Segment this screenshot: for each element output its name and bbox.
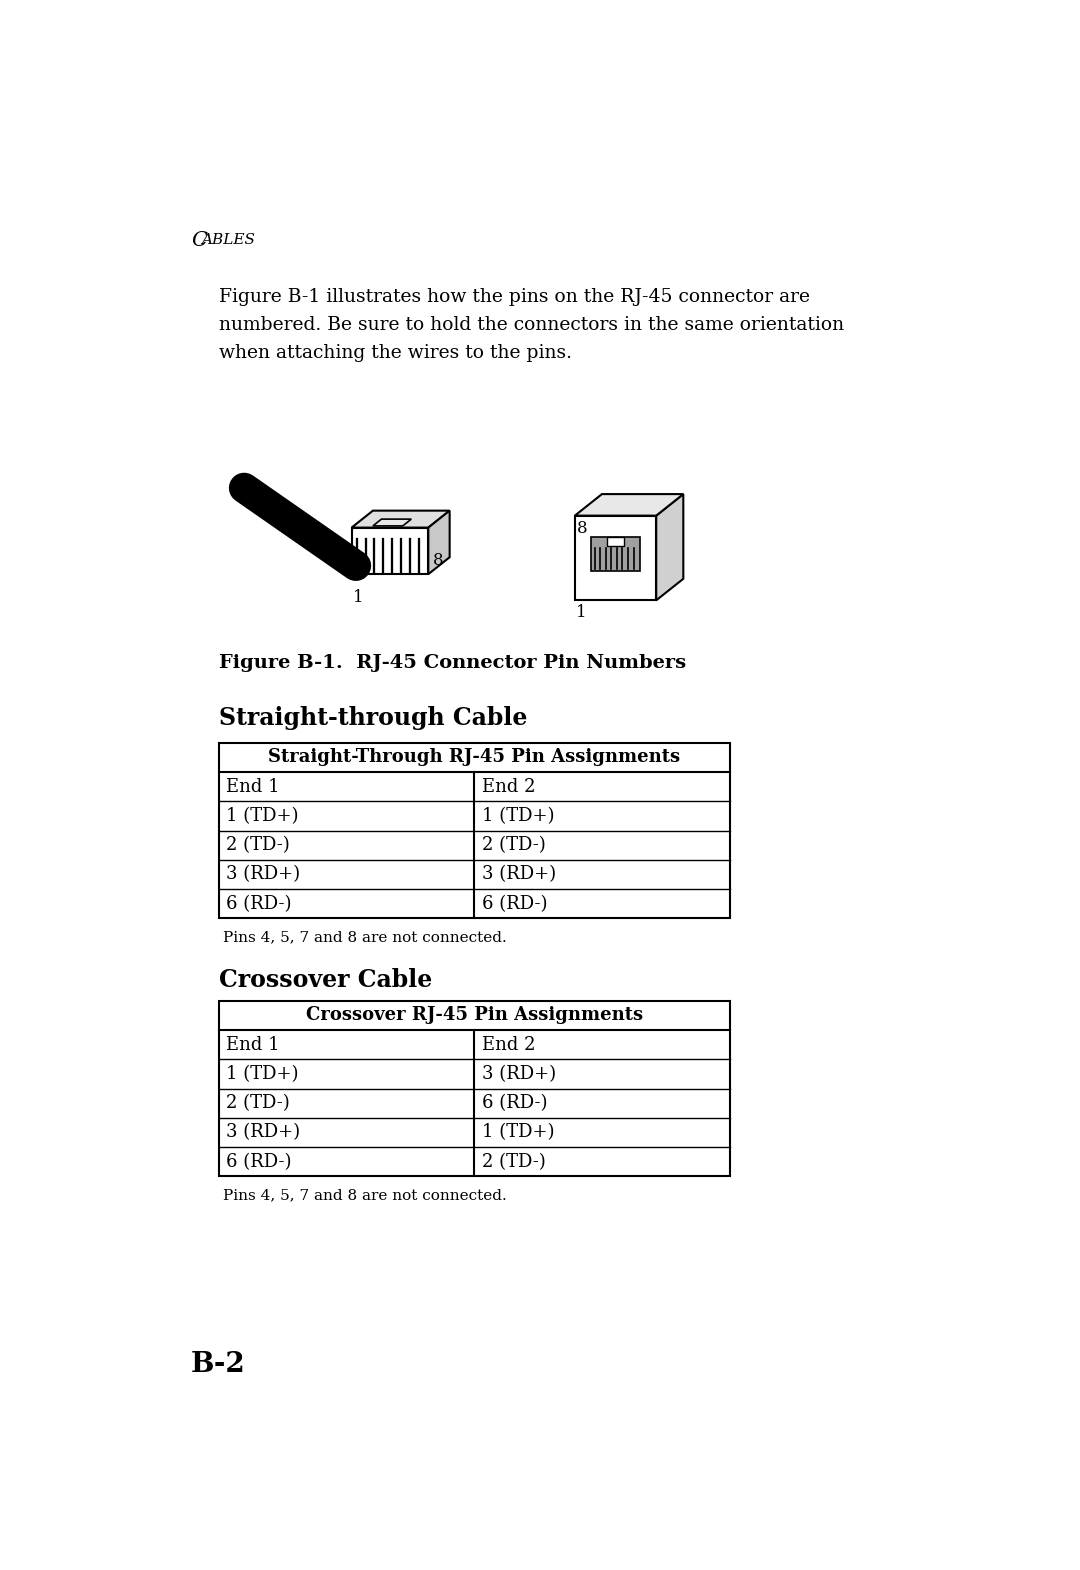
Text: Crossover RJ-45 Pin Assignments: Crossover RJ-45 Pin Assignments (306, 1006, 643, 1024)
Text: 3 (RD+): 3 (RD+) (227, 1124, 300, 1141)
Text: 2 (TD-): 2 (TD-) (482, 1152, 546, 1171)
Text: End 1: End 1 (227, 1036, 280, 1053)
Text: Figure B-1 illustrates how the pins on the RJ-45 connector are
numbered. Be sure: Figure B-1 illustrates how the pins on t… (218, 289, 843, 363)
Text: Crossover Cable: Crossover Cable (218, 969, 432, 992)
Text: 6 (RD-): 6 (RD-) (227, 895, 292, 912)
Polygon shape (352, 510, 449, 528)
Text: End 2: End 2 (482, 1036, 536, 1053)
Polygon shape (373, 520, 411, 526)
Text: Figure B-1.  RJ-45 Connector Pin Numbers: Figure B-1. RJ-45 Connector Pin Numbers (218, 655, 686, 672)
Bar (607, 537, 624, 546)
Polygon shape (657, 495, 684, 600)
Text: 8: 8 (577, 520, 588, 537)
Text: 1: 1 (353, 589, 364, 606)
Bar (218, 743, 730, 918)
Text: 6 (RD-): 6 (RD-) (227, 1152, 292, 1171)
Polygon shape (352, 528, 429, 575)
Text: 3 (RD+): 3 (RD+) (482, 865, 556, 884)
Text: ABLES: ABLES (202, 232, 256, 246)
Bar (592, 537, 639, 571)
Text: End 2: End 2 (482, 777, 536, 796)
Text: 1 (TD+): 1 (TD+) (482, 1124, 555, 1141)
Text: Straight-through Cable: Straight-through Cable (218, 706, 527, 730)
Text: 3 (RD+): 3 (RD+) (227, 865, 300, 884)
Text: 1: 1 (577, 604, 588, 622)
Text: Straight-Through RJ-45 Pin Assignments: Straight-Through RJ-45 Pin Assignments (269, 749, 680, 766)
Text: Pins 4, 5, 7 and 8 are not connected.: Pins 4, 5, 7 and 8 are not connected. (222, 1188, 507, 1203)
Text: 1 (TD+): 1 (TD+) (227, 807, 299, 824)
Polygon shape (575, 495, 684, 515)
Text: B-2: B-2 (191, 1352, 245, 1378)
Text: 2 (TD-): 2 (TD-) (227, 1094, 291, 1112)
Text: 3 (RD+): 3 (RD+) (482, 1064, 556, 1083)
Text: 8: 8 (433, 551, 443, 568)
Text: 6 (RD-): 6 (RD-) (482, 895, 548, 912)
Text: 2 (TD-): 2 (TD-) (482, 837, 546, 854)
Polygon shape (575, 515, 657, 600)
Polygon shape (429, 510, 449, 575)
Text: C: C (191, 231, 206, 250)
Text: Pins 4, 5, 7 and 8 are not connected.: Pins 4, 5, 7 and 8 are not connected. (222, 929, 507, 944)
Text: 2 (TD-): 2 (TD-) (227, 837, 291, 854)
Text: End 1: End 1 (227, 777, 280, 796)
Bar (218, 1000, 730, 1176)
Text: 1 (TD+): 1 (TD+) (482, 807, 555, 824)
Text: 1 (TD+): 1 (TD+) (227, 1064, 299, 1083)
Text: 6 (RD-): 6 (RD-) (482, 1094, 548, 1112)
